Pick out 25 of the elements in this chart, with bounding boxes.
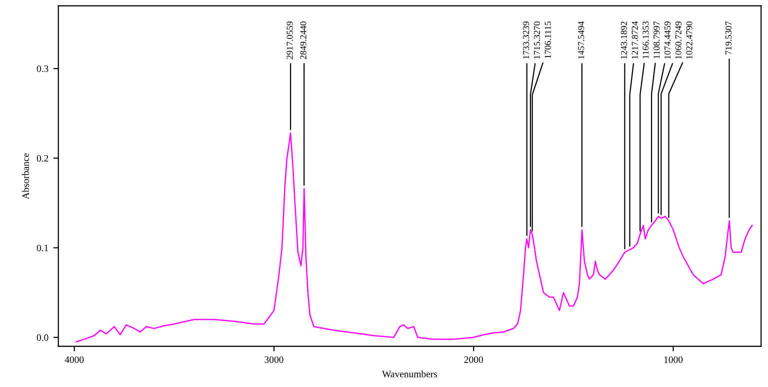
annotation: 2917.0559 [286, 22, 293, 60]
y-tick-label: 0.3 [36, 65, 48, 72]
annotation: 1243.1892 [620, 22, 627, 59]
annotation: 719.5307 [725, 21, 732, 54]
annotation: 1733.3239 [523, 22, 530, 59]
annotation: 1217.8724 [632, 21, 638, 59]
annotation: 1166.1353 [642, 21, 649, 58]
x-tick-label: 3000 [264, 356, 284, 363]
annotation: 1022.4790 [686, 21, 692, 59]
x-tick-label: 4000 [64, 356, 84, 363]
y-axis-title: Absorbance [22, 153, 29, 200]
annotation: 1715.3270 [534, 21, 540, 59]
x-tick-label: 1000 [664, 356, 683, 363]
annotation: 1457.5494 [578, 21, 584, 59]
line-series [76, 132, 753, 343]
annotation: 1108.7997 [654, 21, 660, 58]
x-tick-label: 2000 [464, 356, 483, 363]
annotation: 1074.4459 [664, 22, 671, 59]
y-tick-label: 0.0 [36, 334, 48, 341]
annotation: 1706.1115 [544, 21, 551, 58]
annotation: 1060.7249 [675, 22, 682, 59]
y-tick-label: 0.2 [36, 155, 48, 162]
x-axis-title: Wavenumbers [382, 370, 438, 378]
y-tick-label: 0.1 [36, 244, 48, 252]
annotation: 2849.2440 [300, 21, 306, 60]
